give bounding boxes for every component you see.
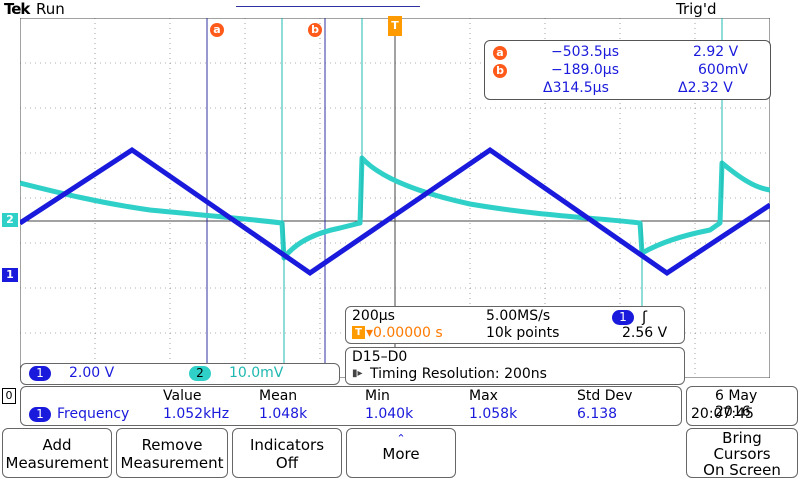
cursor-a-marker[interactable]: a	[209, 22, 225, 38]
header-value: Value	[163, 388, 202, 404]
meas-min: 1.040k	[365, 406, 414, 422]
trigger-pos-icon: T	[352, 326, 365, 339]
cursor-a-value: 2.92 V	[693, 44, 739, 60]
digital-ground-marker: 0	[2, 388, 16, 404]
meas-name: Frequency	[57, 406, 130, 422]
run-status: Run	[36, 0, 65, 18]
indicators-label-1: Indicators	[249, 436, 325, 454]
trigger-level: 2.56 V	[622, 325, 668, 341]
date: 6 May 2016	[715, 388, 758, 420]
more-button[interactable]: ⌃ More	[346, 428, 456, 478]
trigger-position-marker[interactable]: T	[388, 16, 402, 36]
brand-logo: Tek	[4, 0, 30, 18]
bring-label-3: On Screen	[703, 461, 781, 479]
ch1-ground-marker[interactable]: 1	[2, 268, 18, 282]
more-label: More	[382, 445, 420, 463]
channel-scale-readout[interactable]: 1 2.00 V 2 10.0mV	[20, 363, 340, 385]
ch2-badge: 2	[189, 366, 211, 381]
meas-std-dev: 6.138	[577, 406, 618, 422]
remove-measurement-button[interactable]: Remove Measurement	[116, 428, 228, 478]
cursor-b-time: −189.0µs	[551, 62, 620, 78]
remove-label-2: Measurement	[120, 454, 224, 472]
bring-label-2: Cursors	[713, 445, 771, 463]
cursor-delta-time: Δ314.5µs	[543, 80, 609, 96]
bring-label-1: Bring	[722, 429, 762, 447]
datetime-readout[interactable]: 6 May 2016 20:07:45	[686, 386, 798, 426]
cursor-b-marker[interactable]: b	[307, 22, 323, 38]
record-length: 10k points	[486, 325, 560, 341]
ch1-scale: 2.00 V	[69, 365, 115, 381]
ch1-badge: 1	[29, 366, 51, 381]
indicators-off-button[interactable]: Indicators Off	[232, 428, 342, 478]
add-label-1: Add	[42, 436, 72, 454]
bring-cursors-button[interactable]: Bring Cursors On Screen	[686, 428, 798, 478]
trigger-source-badge: 1	[612, 310, 634, 325]
trigger-slope-icon: ʃ	[642, 308, 648, 326]
ch2-waveform	[20, 155, 770, 261]
cursor-b-value: 600mV	[698, 62, 748, 78]
header-mean: Mean	[259, 388, 298, 404]
header-std-dev: Std Dev	[577, 388, 633, 404]
time: 20:07:45	[691, 406, 754, 422]
meas-mean: 1.048k	[259, 406, 308, 422]
trigger-position: ▾0.00000 s	[366, 325, 443, 341]
cursor-a-time: −503.5µs	[551, 44, 620, 60]
sample-rate: 5.00MS/s	[486, 308, 551, 324]
add-measurement-button[interactable]: Add Measurement	[2, 428, 112, 478]
cursor-b-badge: b	[493, 64, 507, 78]
cursor-delta-value: Δ2.32 V	[678, 80, 733, 96]
digital-readout[interactable]: D15–D0 ▮▸ Timing Resolution: 200ns	[345, 347, 685, 385]
ch1-waveform	[20, 146, 770, 277]
more-arrow-icon: ⌃	[396, 432, 406, 445]
remove-label-1: Remove	[141, 436, 203, 454]
meas-ch1-badge: 1	[29, 407, 51, 422]
timing-resolution: Timing Resolution: 200ns	[370, 366, 547, 382]
indicators-label-2: Off	[275, 454, 299, 472]
timing-icon: ▮▸	[352, 368, 363, 379]
measurement-table[interactable]: Value Mean Min Max Std Dev 1 Frequency 1…	[20, 386, 682, 426]
time-per-division: 200µs	[352, 308, 395, 324]
ch2-scale: 10.0mV	[229, 365, 284, 381]
trigger-status: Trig'd	[676, 0, 717, 18]
header-min: Min	[365, 388, 390, 404]
digital-channels: D15–D0	[352, 349, 408, 365]
status-bar: Tek Run Trig'd	[0, 0, 800, 18]
cursor-readout-panel: a −503.5µs 2.92 V b −189.0µs 600mV Δ314.…	[484, 40, 771, 100]
cursor-a-badge: a	[493, 46, 507, 60]
meas-value: 1.052kHz	[163, 406, 230, 422]
ch2-ground-marker[interactable]: 2	[2, 213, 18, 227]
record-view-bar	[236, 6, 420, 7]
meas-max: 1.058k	[469, 406, 518, 422]
header-max: Max	[469, 388, 498, 404]
timebase-readout[interactable]: 200µs 5.00MS/s 1 ʃ T ▾0.00000 s 10k poin…	[345, 306, 685, 344]
add-label-2: Measurement	[5, 454, 109, 472]
